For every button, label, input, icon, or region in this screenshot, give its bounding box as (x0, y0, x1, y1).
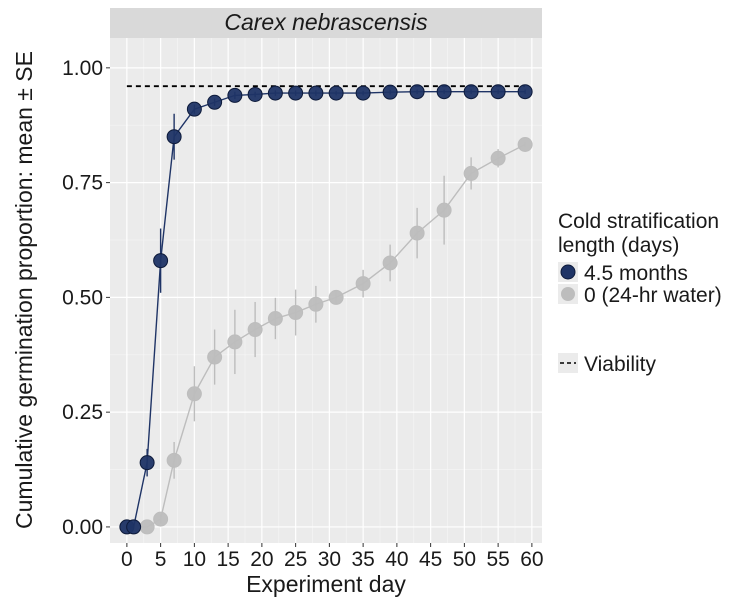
x-tick-label: 40 (385, 548, 408, 571)
legend-label-4-5-months: 4.5 months (584, 262, 688, 285)
legend-key-0-days (561, 287, 575, 301)
data-point (166, 452, 182, 468)
x-tick-label: 30 (318, 548, 341, 571)
data-point (409, 225, 425, 241)
legend-label-viability: Viability (584, 353, 656, 376)
plot-panel (110, 38, 542, 543)
data-point (328, 289, 344, 305)
x-tick-label: 25 (284, 548, 307, 571)
data-point (288, 305, 304, 321)
data-point (288, 85, 304, 101)
x-tick-label: 5 (155, 548, 167, 571)
data-point (227, 334, 243, 350)
y-axis-label: Cumulative germination proportion: mean … (11, 51, 37, 529)
data-point (186, 386, 202, 402)
x-tick-label: 15 (216, 548, 239, 571)
data-point (463, 165, 479, 181)
data-point (139, 455, 155, 471)
data-point (247, 86, 263, 102)
data-point (153, 253, 169, 269)
x-tick-label: 20 (250, 548, 273, 571)
data-point (490, 84, 506, 100)
data-point (247, 322, 263, 338)
x-tick-label: 60 (520, 548, 543, 571)
data-point (382, 255, 398, 271)
data-point (382, 84, 398, 100)
data-point (517, 137, 533, 153)
legend-key-4-5-months (560, 264, 576, 280)
data-point (436, 84, 452, 100)
legend: Cold stratification length (days) 4.5 mo… (558, 210, 722, 376)
data-point (355, 85, 371, 101)
data-point (126, 519, 142, 535)
y-tick-label: 1.00 (62, 57, 103, 80)
x-tick-label: 45 (419, 548, 442, 571)
data-point (186, 101, 202, 117)
x-tick-label: 50 (453, 548, 476, 571)
data-point (517, 84, 533, 100)
data-point (436, 202, 452, 218)
x-tick-label: 0 (121, 548, 133, 571)
y-tick-label: 0.25 (62, 401, 103, 424)
data-point (267, 85, 283, 101)
x-tick-label: 55 (486, 548, 509, 571)
data-point (328, 85, 344, 101)
data-point (409, 84, 425, 100)
x-axis-label: Experiment day (246, 571, 406, 597)
legend-title-line2: length (days) (558, 234, 679, 257)
data-point (166, 129, 182, 145)
x-tick-label: 10 (183, 548, 206, 571)
y-tick-label: 0.75 (62, 172, 103, 195)
data-point (308, 296, 324, 312)
facet-strip (110, 8, 542, 38)
data-point (463, 84, 479, 100)
data-point (139, 519, 155, 535)
data-point (308, 85, 324, 101)
x-tick-label: 35 (351, 548, 374, 571)
data-point (490, 150, 506, 166)
data-point (207, 94, 223, 110)
legend-label-0-days: 0 (24-hr water) (584, 284, 722, 307)
legend-title-line1: Cold stratification (558, 210, 719, 233)
y-tick-label: 0.50 (62, 286, 103, 309)
data-point (227, 87, 243, 103)
data-point (355, 276, 371, 292)
data-point (267, 311, 283, 327)
facet-title: Carex nebrascensis (224, 9, 428, 35)
data-point (153, 511, 169, 527)
data-point (207, 349, 223, 365)
y-tick-label: 0.00 (62, 516, 103, 539)
